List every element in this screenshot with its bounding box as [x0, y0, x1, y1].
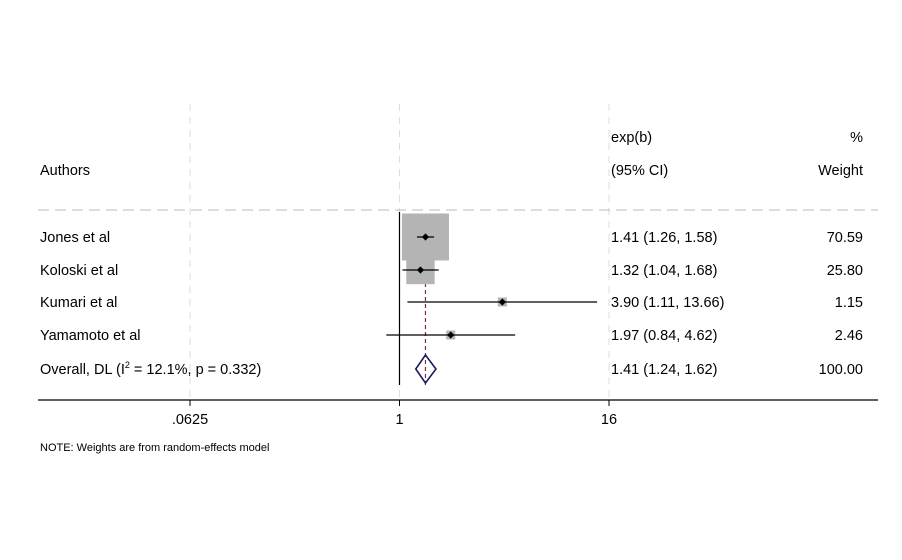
study-ci-text-1: 1.41 (1.26, 1.58): [611, 230, 717, 246]
header-authors: Authors: [40, 163, 90, 179]
study-label-1: Jones et al: [40, 230, 110, 246]
overall-diamond: [414, 353, 437, 385]
header-effect-line1: exp(b): [611, 130, 652, 146]
study-marks: Jones et al 1.41 (1.26, 1.58) 70.59 Koloski…: [40, 213, 863, 344]
study-point-3: [498, 298, 506, 306]
study-ci-text-2: 1.32 (1.04, 1.68): [611, 263, 717, 279]
study-ci-text-4: 1.97 (0.84, 4.62): [611, 328, 717, 344]
study-ci-text-3: 3.90 (1.11, 13.66): [611, 295, 724, 311]
footnote: NOTE: Weights are from random-effects mo…: [40, 442, 269, 454]
overall-label-superscript: 2: [125, 360, 130, 370]
study-label-2: Koloski et al: [40, 263, 118, 279]
study-label-4: Yamamoto et al: [40, 328, 140, 344]
x-tick-label-2: 1: [395, 412, 403, 428]
x-axis-ticks: .0625 1 16: [172, 400, 617, 428]
overall-ci-text: 1.41 (1.24, 1.62): [611, 362, 717, 378]
header-weight-line1: %: [850, 130, 863, 146]
header-effect-line2: (95% CI): [611, 163, 668, 179]
x-tick-label-3: 16: [601, 412, 617, 428]
study-weight-text-4: 2.46: [835, 328, 863, 344]
study-point-4: [447, 331, 455, 339]
header-weight-line2: Weight: [818, 163, 863, 179]
overall-weight-text: 100.00: [819, 362, 863, 378]
study-weight-text-2: 25.80: [827, 263, 863, 279]
study-label-3: Kumari et al: [40, 295, 117, 311]
overall-label: Overall, DL (I2 = 12.1%, p = 0.332): [40, 360, 261, 378]
study-point-2: [416, 266, 425, 274]
study-weight-text-1: 70.59: [827, 230, 863, 246]
study-point-1: [421, 233, 430, 241]
x-tick-label-1: .0625: [172, 412, 208, 428]
study-weight-text-3: 1.15: [835, 295, 863, 311]
